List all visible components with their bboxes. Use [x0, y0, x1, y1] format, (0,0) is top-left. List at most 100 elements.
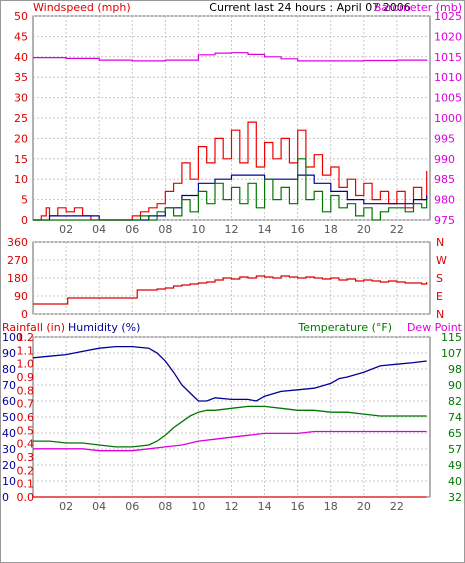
y-tick-label: 990 — [434, 153, 455, 166]
direction-series — [33, 275, 428, 305]
y-tick-label: 107 — [441, 347, 462, 360]
y-tick-label: 1025 — [434, 10, 462, 23]
x-tick-label: 12 — [225, 223, 239, 236]
y-tick-label: 20 — [14, 132, 28, 145]
y-tick-label: 32 — [448, 491, 462, 504]
x-tick-label: 20 — [357, 500, 371, 513]
x-tick-label: 08 — [158, 223, 172, 236]
climate-grid — [33, 336, 430, 498]
y-tick-label: 0.5 — [17, 424, 35, 437]
y-tick-label: 1010 — [434, 71, 462, 84]
x-tick-label: 08 — [158, 500, 172, 513]
y-tick-label: 50 — [2, 411, 16, 424]
y-tick-label: 1.2 — [17, 331, 35, 344]
y-tick-label: 180 — [7, 272, 28, 285]
series-line-humidity — [32, 345, 427, 402]
y-tick-label: 1020 — [434, 30, 462, 43]
y-tick-label: 25 — [14, 112, 28, 125]
y-tick-label: 98 — [448, 363, 462, 376]
wind-panel: Windspeed (mph) Current last 24 hours : … — [14, 1, 462, 236]
y-tick-label: 35 — [14, 71, 28, 84]
y-tick-label: N — [436, 308, 444, 321]
series-line-gust_low — [33, 158, 428, 221]
y-tick-label: S — [436, 272, 443, 285]
y-tick-label: 1.0 — [17, 358, 35, 371]
y-tick-label: 90 — [2, 347, 16, 360]
y-tick-label: 985 — [434, 173, 455, 186]
y-tick-label: 10 — [14, 173, 28, 186]
y-tick-label: 30 — [2, 443, 16, 456]
y-tick-label: 0.0 — [17, 491, 35, 504]
y-tick-label: 60 — [2, 395, 16, 408]
y-tick-label: 360 — [7, 236, 28, 249]
y-tick-label: 15 — [14, 153, 28, 166]
y-tick-label: 0.3 — [17, 451, 35, 464]
y-tick-label: 1.1 — [17, 344, 35, 357]
y-tick-label: N — [436, 236, 444, 249]
y-tick-label: 40 — [448, 475, 462, 488]
y-tick-label: 0.8 — [17, 384, 35, 397]
y-tick-label: 90 — [14, 290, 28, 303]
humidity-axis-title: Humidity (%) — [68, 321, 140, 334]
y-tick-label: 0 — [2, 491, 9, 504]
y-tick-label: 90 — [448, 379, 462, 392]
series-line-temperature — [33, 405, 427, 448]
chart-title: Current last 24 hours : April 07 2006 — [209, 1, 410, 14]
y-tick-label: W — [436, 254, 447, 267]
y-tick-label: 1005 — [434, 92, 462, 105]
y-tick-label: 0.9 — [17, 371, 35, 384]
y-tick-label: 49 — [448, 459, 462, 472]
x-tick-label: 14 — [258, 500, 272, 513]
y-tick-label: 40 — [2, 427, 16, 440]
y-tick-label: 40 — [14, 51, 28, 64]
barometer-axis-title: Barometer (mb) — [374, 1, 462, 14]
climate-series — [32, 345, 427, 498]
x-tick-label: 02 — [59, 223, 73, 236]
temperature-axis-title: Temperature (°F) — [297, 321, 392, 334]
x-tick-label: 16 — [291, 500, 305, 513]
y-tick-label: 1015 — [434, 51, 462, 64]
y-tick-label: 0.4 — [17, 438, 35, 451]
x-tick-label: 18 — [324, 223, 338, 236]
x-tick-label: 10 — [191, 500, 205, 513]
wind-axis-title: Windspeed (mph) — [33, 1, 131, 14]
y-tick-label: 995 — [434, 132, 455, 145]
y-tick-label: 70 — [2, 379, 16, 392]
x-tick-label: 16 — [291, 223, 305, 236]
x-tick-label: 06 — [125, 223, 139, 236]
y-tick-label: 0.2 — [17, 464, 35, 477]
series-line-barometer — [33, 52, 428, 62]
x-tick-label: 14 — [258, 223, 272, 236]
y-tick-label: 0 — [21, 308, 28, 321]
x-tick-label: 20 — [357, 223, 371, 236]
wind-tick-labels: 0510152025303540455097598098599099510001… — [14, 10, 462, 236]
series-line-wind — [33, 121, 428, 221]
y-tick-label: 980 — [434, 194, 455, 207]
y-tick-label: 100 — [2, 331, 23, 344]
climate-tick-labels: 0 10 20 30 40 50 60 70 80 90 100 0.00.10.20.30.40.5… — [2, 331, 462, 513]
dewpoint-axis-title: Dew Point — [407, 321, 463, 334]
y-tick-label: 57 — [448, 443, 462, 456]
y-tick-label: 270 — [7, 254, 28, 267]
y-tick-label: 975 — [434, 214, 455, 227]
y-tick-label: 0 — [21, 214, 28, 227]
y-tick-label: 20 — [2, 459, 16, 472]
y-tick-label: 50 — [14, 10, 28, 23]
x-tick-label: 02 — [59, 500, 73, 513]
y-tick-label: 5 — [21, 194, 28, 207]
y-tick-label: 115 — [441, 331, 462, 344]
y-tick-label: 0.1 — [17, 478, 35, 491]
series-line-dewpoint — [33, 430, 427, 452]
y-tick-label: E — [436, 290, 443, 303]
x-tick-label: 04 — [92, 223, 106, 236]
x-tick-label: 22 — [390, 223, 404, 236]
y-tick-label: 30 — [14, 92, 28, 105]
x-tick-label: 18 — [324, 500, 338, 513]
rainfall-axis-title: Rainfall (in) — [2, 321, 65, 334]
x-tick-label: 12 — [225, 500, 239, 513]
x-tick-label: 06 — [125, 500, 139, 513]
y-tick-label: 65 — [448, 427, 462, 440]
y-tick-label: 1000 — [434, 112, 462, 125]
